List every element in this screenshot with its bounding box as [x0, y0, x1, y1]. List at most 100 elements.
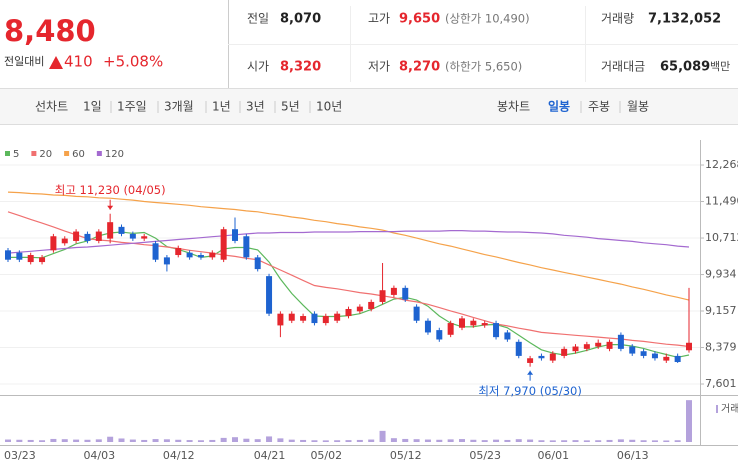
candle-body: [436, 330, 443, 340]
period-button[interactable]: 1주일: [117, 100, 147, 114]
volume-bar: [561, 440, 568, 442]
candle-body: [84, 233, 91, 241]
volume-label: 거래: [721, 403, 738, 415]
volume-bar: [39, 440, 46, 442]
volume-bar: [390, 438, 397, 442]
candle-body: [5, 250, 11, 260]
volume-bar: [118, 438, 125, 442]
period-button[interactable]: 10년: [316, 100, 342, 114]
candle-body: [163, 257, 170, 265]
y-tick-label: 9,934: [705, 268, 737, 281]
volume-bar: [617, 439, 624, 442]
volume-bar: [300, 439, 307, 442]
volume-bar: [334, 440, 341, 442]
stat-label: 거래량: [601, 12, 634, 26]
period-button[interactable]: 1년: [212, 100, 231, 114]
x-tick-label: 03/23: [4, 449, 36, 462]
candle-body: [606, 341, 613, 349]
y-tick-label: 7,601: [705, 377, 737, 390]
volume-bar: [107, 436, 114, 442]
change-rate: +5.08%: [103, 53, 163, 71]
volume-bar: [447, 439, 454, 442]
candle-body: [220, 229, 227, 260]
volume-bar: [572, 440, 579, 442]
stat-value: 8,270: [399, 60, 440, 75]
candle-body: [345, 308, 352, 317]
candle-body: [538, 355, 545, 359]
candle-body: [334, 313, 341, 321]
toolbar: [0, 88, 738, 125]
volume-bar: [368, 439, 375, 442]
candle-body: [674, 355, 681, 363]
candle-body: [459, 318, 465, 328]
legend-swatch: [5, 151, 10, 156]
candle-body: [640, 351, 647, 356]
candle-body: [549, 353, 556, 361]
volume-bar: [220, 437, 227, 442]
candle-body: [288, 313, 295, 321]
volume-bar: [152, 439, 159, 442]
volume-bar: [84, 439, 91, 442]
volume-bar: [651, 440, 658, 442]
volume-bar: [402, 438, 409, 442]
volume-bar: [493, 439, 500, 442]
candle-body: [232, 229, 238, 241]
chart: 12,268 11,490 10,712 9,934 9,157 8,379 7,601 5 2…: [0, 140, 738, 462]
candle-body: [16, 252, 23, 260]
candle-body: [141, 236, 148, 239]
moving-average-line: [7, 211, 690, 348]
stat-value: 7,132,052: [648, 12, 721, 27]
stat-note: (상한가 10,490): [445, 12, 530, 26]
volume-bar: [277, 438, 284, 442]
candle-period-button[interactable]: 주봉: [588, 100, 610, 114]
stat-value: 9,650: [399, 12, 440, 27]
volume-bar: [197, 440, 204, 442]
stat-label: 시가: [247, 60, 269, 74]
candle-body: [413, 306, 420, 321]
stat-value: 65,089: [660, 60, 710, 75]
volume-bar: [266, 436, 273, 442]
x-tick-label: 04/03: [83, 449, 115, 462]
period-button[interactable]: 1일: [83, 100, 102, 114]
volume-bar: [459, 439, 465, 442]
change-label: 전일대비: [4, 54, 44, 68]
candle-body: [617, 334, 624, 349]
volume-bar: [288, 439, 295, 442]
legend-swatch: [96, 151, 102, 156]
candle-body: [493, 323, 500, 338]
stat-note: (하한가 5,650): [445, 60, 522, 74]
candle-body: [152, 243, 159, 260]
toolbar-items: 선차트 1일 1주일 3개월 1년 3년 5년 10년 봉차트 일봉 주봉 월봉: [35, 100, 649, 114]
volume-bar: [163, 439, 170, 442]
annotation-arrowhead: [107, 205, 114, 210]
line-chart-label: 선차트: [35, 100, 68, 114]
stat-value: 8,320: [280, 60, 321, 75]
annotation-arrowhead: [527, 370, 534, 375]
candle-body: [27, 255, 34, 263]
volume-bar: [686, 400, 692, 442]
candle-period-button[interactable]: 월봉: [627, 100, 649, 114]
volume-bar: [254, 439, 261, 442]
period-button[interactable]: 3개월: [164, 100, 194, 114]
candle-body: [277, 313, 284, 326]
annotation: 최고 11,230 (04/05): [55, 183, 166, 197]
candle-body: [686, 342, 692, 351]
candle-body: [663, 356, 670, 361]
period-button[interactable]: 5년: [281, 100, 300, 114]
period-button[interactable]: 3년: [246, 100, 265, 114]
candle-body: [527, 358, 534, 363]
candle-body: [209, 252, 216, 258]
candle-body: [39, 257, 46, 263]
stat-value: 8,070: [280, 12, 321, 27]
volume-bar: [209, 439, 216, 442]
x-tick-label: 06/01: [537, 449, 569, 462]
change: 410: [64, 53, 93, 71]
y-tick-label: 11,490: [705, 195, 738, 208]
candle-period-button[interactable]: 일봉: [548, 100, 570, 114]
candle-body: [572, 346, 579, 352]
candle-chart-label: 봉차트: [497, 100, 530, 114]
candle-body: [481, 323, 488, 326]
volume-bar: [527, 439, 534, 442]
stat-label: 전일: [247, 12, 269, 26]
y-tick-label: 10,712: [705, 231, 738, 244]
